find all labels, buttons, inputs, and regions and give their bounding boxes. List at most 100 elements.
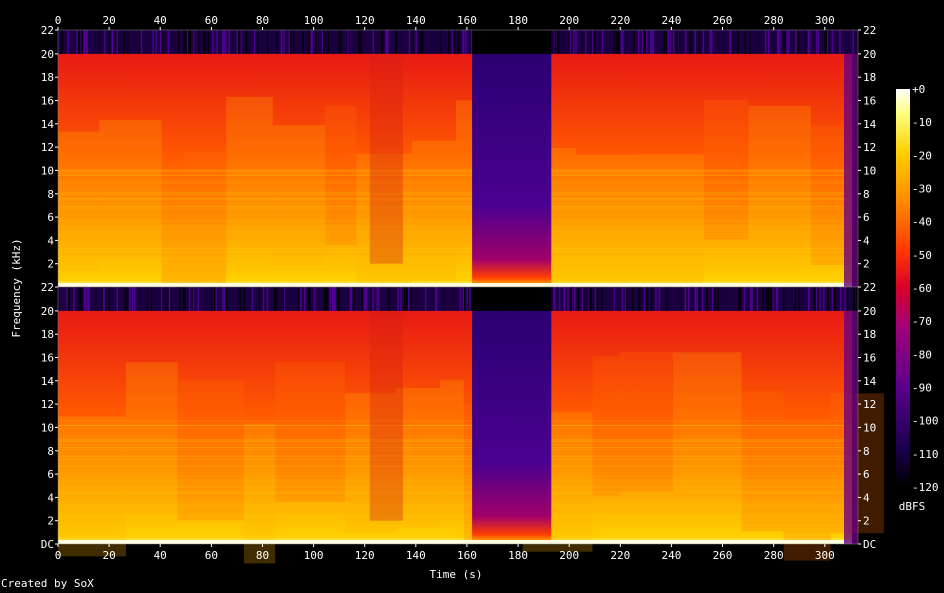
colorbar-tick-label: -120: [912, 481, 939, 494]
top-time-axis: 0 20 40 60 80 100 120 140 160 180 200 220 240 260 280 3…: [55, 14, 835, 30]
y-tick-label-left: 16: [41, 352, 54, 365]
x-tick-label-bottom: 120: [355, 549, 375, 562]
noise-stripe: [798, 287, 800, 311]
y-tick-label-right: 22: [863, 24, 876, 37]
noise-stripe: [572, 287, 575, 311]
noise-stripe: [451, 30, 454, 54]
x-tick-label-top: 60: [205, 14, 218, 27]
segment-texture: [635, 154, 704, 295]
noise-stripe: [782, 287, 785, 311]
noise-stripe: [361, 287, 363, 311]
noise-stripe: [613, 287, 615, 311]
segment-texture: [58, 131, 100, 272]
x-tick-label-bottom: 160: [457, 549, 477, 562]
noise-stripe: [584, 30, 587, 54]
noise-stripe: [226, 287, 228, 311]
x-tick-label-bottom: 280: [764, 549, 784, 562]
noise-stripe: [786, 30, 788, 54]
noise-stripe: [98, 30, 101, 54]
x-tick-label-top: 200: [559, 14, 579, 27]
y-tick-label-right: 18: [863, 71, 876, 84]
noise-stripe: [795, 30, 797, 54]
noise-stripe: [88, 287, 90, 311]
noise-stripe: [569, 30, 571, 54]
noise-stripe: [767, 287, 770, 311]
y-tick-label-right: 8: [863, 188, 870, 201]
y-tick-label-right: 6: [863, 468, 870, 481]
noise-stripe: [104, 30, 106, 54]
y-tick-label-left: 8: [47, 445, 54, 458]
noise-stripe: [239, 287, 242, 311]
y-tick-label-right: 14: [863, 118, 877, 131]
noise-stripe: [146, 287, 149, 311]
noise-stripe: [469, 287, 471, 311]
noise-stripe: [197, 30, 199, 54]
noise-stripe: [665, 30, 667, 54]
noise-stripe: [282, 287, 285, 311]
y-tick-label-right: 8: [863, 445, 870, 458]
noise-stripe: [222, 287, 224, 311]
colorbar-tick-label: -10: [912, 116, 932, 129]
harmonic-line: [58, 439, 852, 441]
noise-stripe: [646, 287, 648, 311]
noise-stripe: [243, 287, 246, 311]
harmonic-line: [58, 208, 852, 210]
x-tick-label-top: 160: [457, 14, 477, 27]
harmonic-line: [58, 171, 852, 173]
noise-stripe: [567, 287, 569, 311]
harmonic-line: [58, 456, 852, 458]
noise-stripe: [85, 30, 88, 54]
noise-stripe: [386, 30, 388, 54]
noise-stripe: [819, 287, 821, 311]
segment-texture: [125, 362, 178, 503]
noise-stripe: [698, 287, 701, 311]
noise-stripe: [78, 30, 81, 54]
noise-stripe: [729, 30, 732, 54]
harmonic-line: [58, 170, 852, 172]
noise-stripe: [214, 287, 216, 311]
noise-stripe: [397, 287, 399, 311]
noise-stripe: [338, 30, 340, 54]
noise-stripe: [588, 287, 591, 311]
x-tick-label-bottom: 220: [610, 549, 630, 562]
noise-stripe: [844, 287, 846, 311]
noise-stripe: [67, 287, 70, 311]
harmonic-line: [58, 535, 852, 537]
noise-stripe: [276, 30, 279, 54]
noise-stripe: [744, 30, 746, 54]
noise-stripe: [288, 30, 290, 54]
noise-stripe: [563, 287, 566, 311]
noise-stripe: [76, 30, 78, 54]
noise-stripe: [266, 30, 269, 54]
y-tick-label-left: 2: [47, 258, 54, 271]
noise-stripe: [463, 287, 466, 311]
y-tick-label-left: 10: [41, 421, 54, 434]
noise-stripe: [365, 287, 368, 311]
x-tick-label-bottom: 20: [102, 549, 115, 562]
noise-stripe: [84, 287, 86, 311]
noise-stripe: [83, 287, 85, 311]
segment-texture: [58, 416, 126, 557]
harmonic-line: [58, 241, 852, 243]
noise-stripe: [684, 287, 686, 311]
harmonic-line: [58, 486, 852, 488]
noise-stripe: [102, 287, 105, 311]
noise-stripe: [749, 287, 752, 311]
noise-stripe: [245, 30, 248, 54]
channel-2-panel: [57, 286, 884, 564]
noise-stripe: [311, 30, 313, 54]
harmonic-line: [58, 170, 852, 172]
noise-stripe: [643, 30, 645, 54]
noise-stripe: [621, 287, 624, 311]
noise-stripe: [197, 287, 199, 311]
noise-stripe: [189, 30, 192, 54]
noise-stripe: [824, 30, 826, 54]
y-tick-label-left: 14: [41, 375, 55, 388]
colorbar-tick-label: -40: [912, 216, 932, 229]
noise-stripe: [459, 287, 462, 311]
noise-stripe: [686, 287, 688, 311]
harmonic-line: [58, 257, 852, 259]
noise-stripe: [223, 30, 225, 54]
noise-stripe: [827, 30, 829, 54]
noise-stripe: [669, 30, 671, 54]
